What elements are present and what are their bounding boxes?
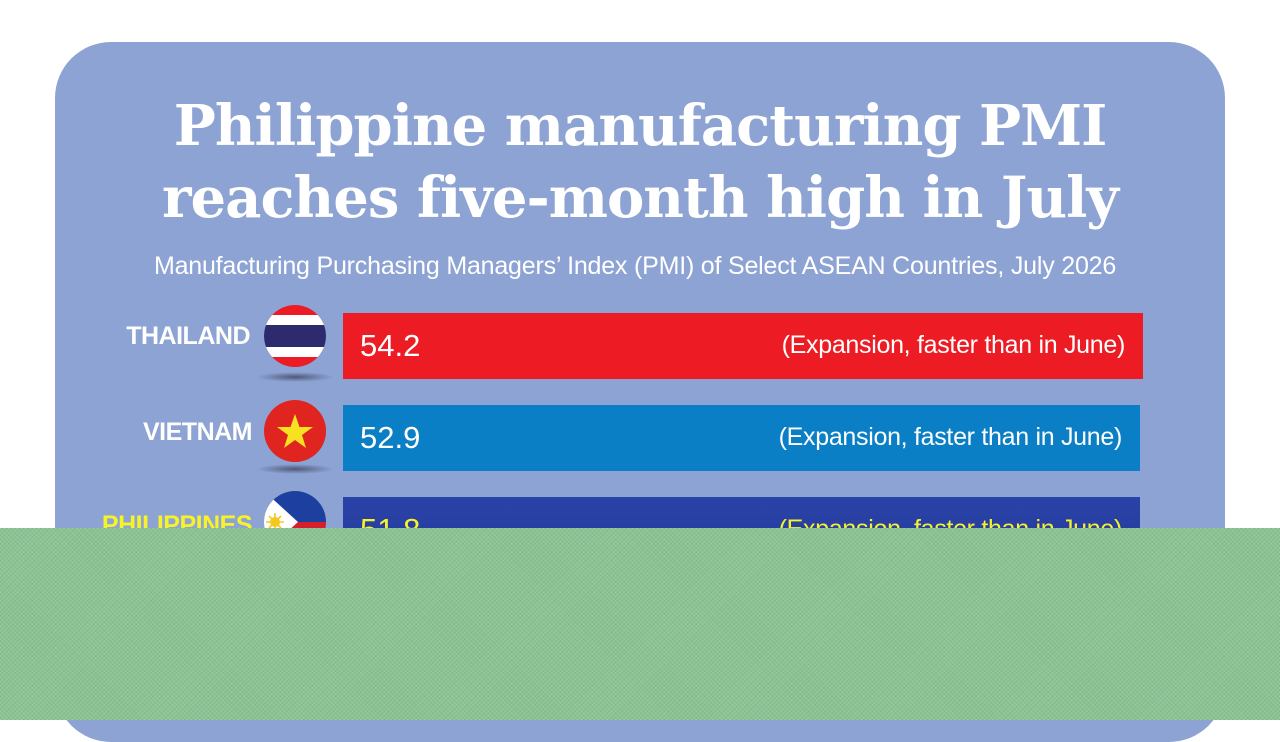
bar-thailand: 54.2 (Expansion, faster than in June) — [343, 313, 1143, 379]
bar-value-thailand: 54.2 — [360, 328, 421, 363]
chart-subtitle: Manufacturing Purchasing Managers’ Index… — [153, 252, 1117, 280]
vietnam-flag-icon — [264, 400, 326, 462]
bar-vietnam: 52.9 (Expansion, faster than in June) — [343, 405, 1140, 471]
bar-value-vietnam: 52.9 — [360, 420, 421, 455]
title-line-1: Philippine manufacturing PMI — [173, 93, 1108, 159]
flag-shadow — [256, 372, 334, 382]
country-label-thailand: THAILAND — [126, 322, 250, 350]
bar-note-thailand: (Expansion, faster than in June) — [781, 331, 1126, 359]
chart-title: Philippine manufacturing PMI reaches fiv… — [0, 90, 1280, 234]
title-line-2: reaches five-month high in July — [162, 165, 1119, 231]
thailand-flag-icon — [264, 305, 326, 367]
bar-note-vietnam: (Expansion, faster than in June) — [778, 423, 1123, 451]
flag-shadow — [256, 464, 334, 474]
country-label-vietnam: VIETNAM — [143, 418, 253, 446]
bottom-overlay-band — [0, 528, 1280, 720]
